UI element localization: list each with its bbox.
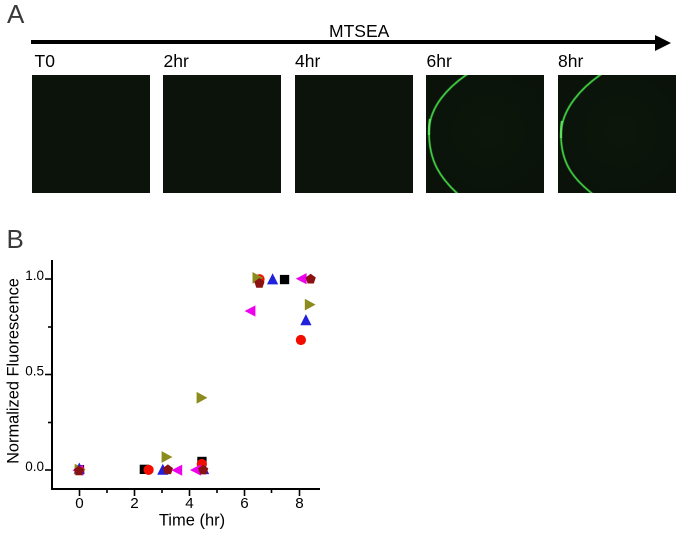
svg-text:1.0: 1.0 <box>25 268 44 283</box>
svg-text:8: 8 <box>295 495 303 512</box>
svg-text:0.5: 0.5 <box>25 364 44 379</box>
svg-text:6: 6 <box>240 495 248 512</box>
svg-text:Time (hr): Time (hr) <box>159 512 225 530</box>
svg-text:2: 2 <box>130 495 138 512</box>
svg-text:0.0: 0.0 <box>25 459 44 474</box>
svg-text:0: 0 <box>75 495 83 512</box>
svg-text:4: 4 <box>185 495 193 512</box>
svg-text:Normalized Fluorescence: Normalized Fluorescence <box>4 278 22 464</box>
